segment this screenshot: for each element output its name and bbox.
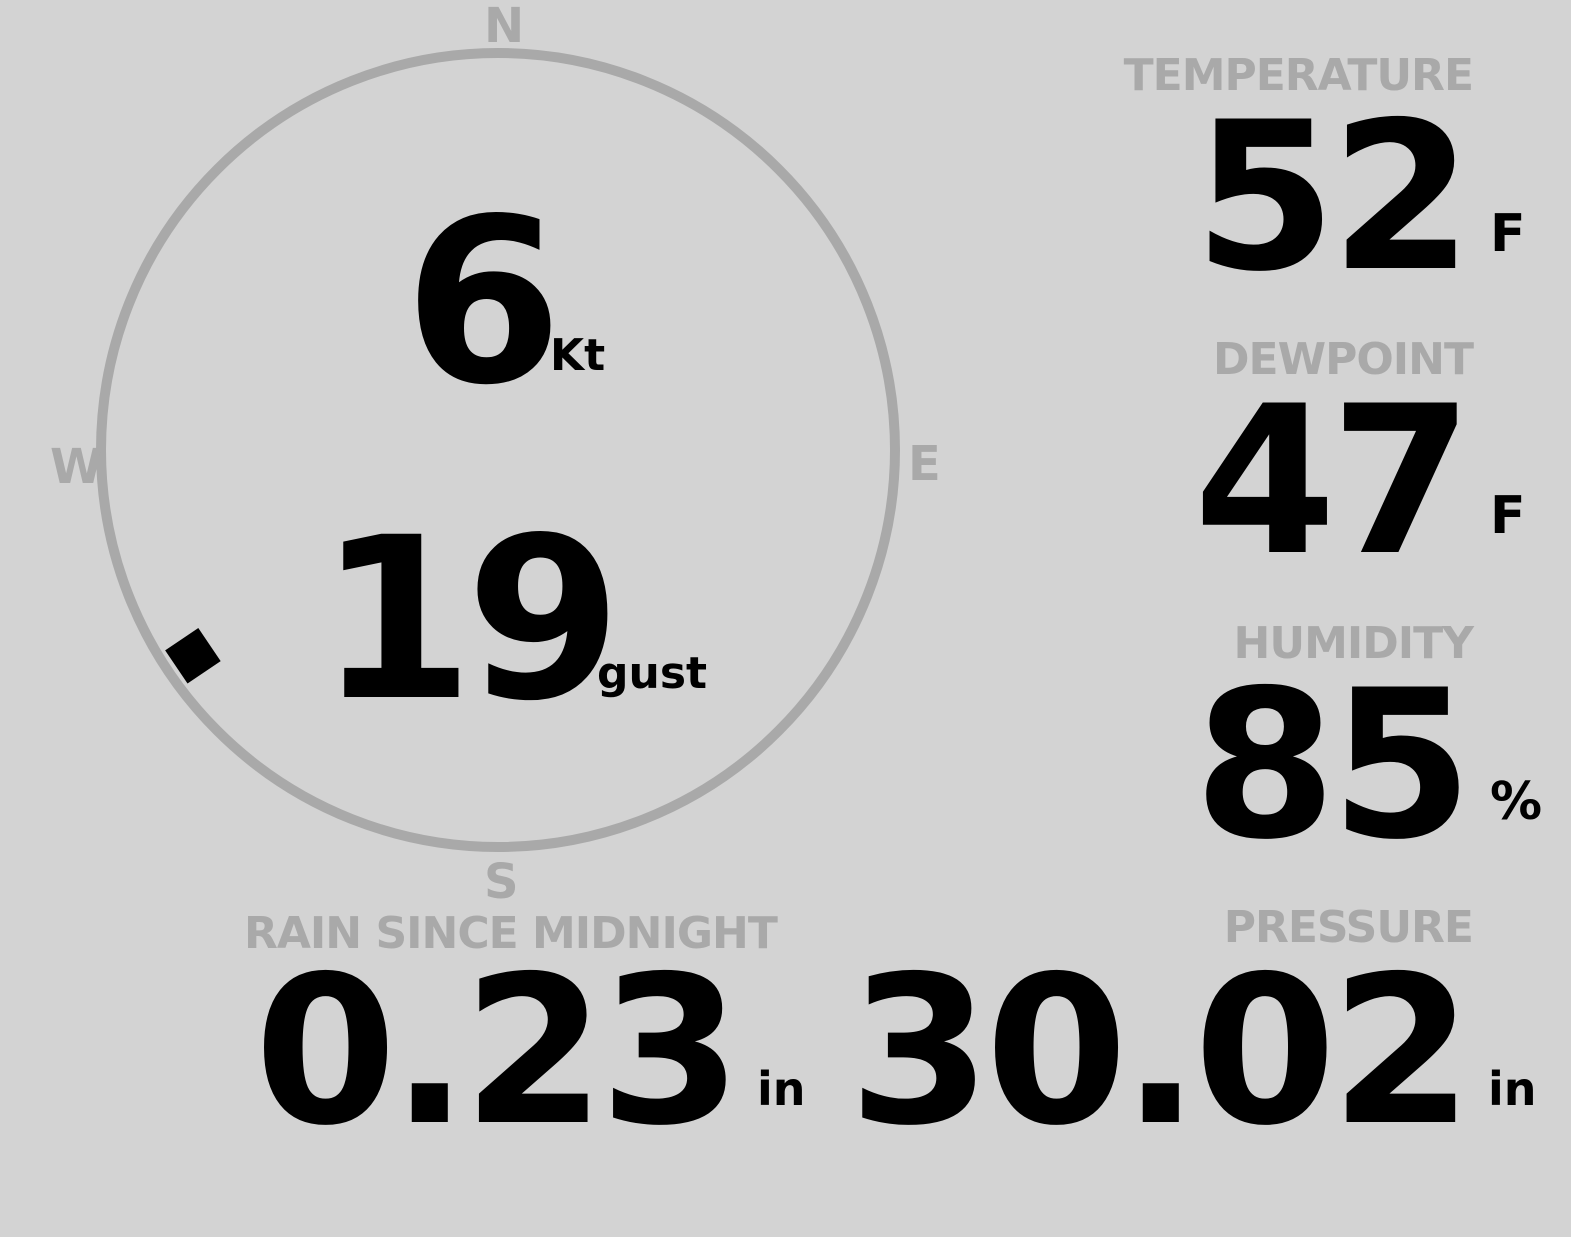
compass-east: E xyxy=(908,436,941,492)
temperature-value: 52 xyxy=(1193,79,1473,317)
compass-west: W xyxy=(50,439,103,495)
dewpoint-label: DEWPOINT xyxy=(1213,334,1474,385)
temperature-unit: F xyxy=(1490,204,1526,264)
pressure-label: PRESSURE xyxy=(1223,902,1474,953)
wind-gust-label: gust xyxy=(597,648,708,699)
humidity-value: 85 xyxy=(1193,647,1473,885)
wind-compass xyxy=(96,48,900,852)
rain-unit: in xyxy=(757,1062,806,1116)
wind-speed-value: 6 xyxy=(404,169,563,435)
humidity-unit: % xyxy=(1490,772,1543,832)
dewpoint-value: 47 xyxy=(1193,363,1473,601)
wind-speed-unit: Kt xyxy=(550,330,606,381)
compass-south: S xyxy=(484,854,519,910)
rain-label: RAIN SINCE MIDNIGHT xyxy=(244,908,778,959)
dewpoint-unit: F xyxy=(1490,486,1526,546)
humidity-label: HUMIDITY xyxy=(1233,618,1474,669)
rain-value: 0.23 xyxy=(254,933,742,1171)
pressure-value: 30.02 xyxy=(848,933,1473,1171)
wind-direction-marker xyxy=(165,628,221,684)
pressure-unit: in xyxy=(1488,1062,1537,1116)
compass-north: N xyxy=(484,0,525,54)
compass-ring xyxy=(96,48,900,852)
temperature-label: TEMPERATURE xyxy=(1123,50,1474,101)
wind-gust-value: 19 xyxy=(318,489,622,750)
